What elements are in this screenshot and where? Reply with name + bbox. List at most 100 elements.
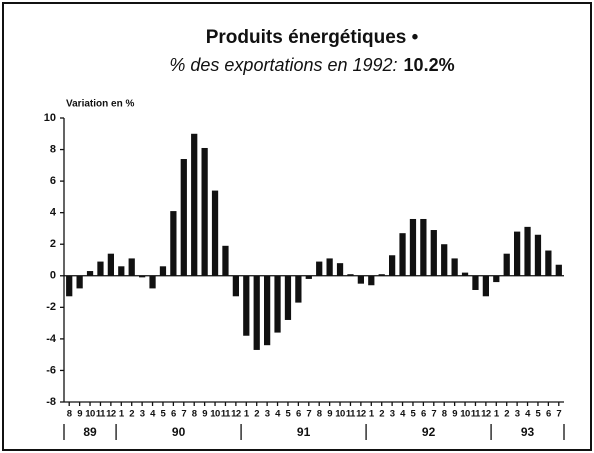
bar [503, 253, 510, 276]
bar [86, 271, 94, 276]
bar [97, 261, 104, 276]
bar [274, 275, 281, 333]
bar [545, 250, 552, 276]
x-tick-label: 2 [254, 409, 259, 420]
x-tick-label: 1 [494, 409, 500, 420]
x-tick-label: 5 [411, 409, 417, 420]
y-tick-label: -8 [46, 396, 56, 408]
bar [128, 258, 135, 276]
bar [347, 274, 354, 276]
subtitle-value: 10.2% [404, 55, 455, 75]
x-tick-label: 9 [452, 409, 457, 420]
x-tick-label: 7 [431, 409, 436, 420]
x-tick-label: 1 [119, 409, 125, 420]
bar [149, 275, 156, 289]
bar [493, 275, 500, 283]
year-label: 91 [297, 425, 311, 439]
y-tick-label: 6 [50, 175, 56, 187]
bar [305, 275, 312, 279]
bar [336, 263, 344, 276]
y-axis-label: Variation en % [66, 99, 134, 110]
x-tick-label: 8 [67, 409, 72, 420]
bar [159, 266, 167, 276]
bar [264, 275, 271, 346]
bar [514, 231, 521, 276]
bar [211, 190, 219, 276]
bar [482, 275, 489, 297]
x-tick-label: 11 [471, 409, 481, 420]
x-tick-label: 6 [296, 409, 301, 420]
chart-title: Produits énergétiques • [206, 27, 419, 48]
bar [461, 272, 469, 276]
x-tick-label: 9 [327, 409, 332, 420]
x-tick-label: 10 [85, 409, 95, 420]
x-tick-label: 5 [286, 409, 292, 420]
bar [368, 275, 375, 286]
year-label: 89 [83, 425, 97, 439]
x-tick-label: 4 [150, 409, 156, 420]
x-tick-label: 1 [369, 409, 375, 420]
bar [201, 147, 208, 276]
x-tick-label: 1 [244, 409, 250, 420]
x-tick-label: 11 [96, 409, 106, 420]
x-tick-label: 12 [231, 409, 241, 420]
y-tick-label: 0 [50, 270, 56, 282]
y-tick-label: -4 [46, 333, 57, 345]
bar [191, 133, 198, 276]
bar [170, 211, 177, 276]
x-tick-label: 10 [210, 409, 220, 420]
x-tick-label: 4 [275, 409, 281, 420]
x-tick-label: 10 [335, 409, 345, 420]
bar [555, 264, 562, 276]
y-tick-label: 10 [44, 112, 56, 124]
chart-subtitle: % des exportations en 1992: 10.2% [169, 55, 454, 75]
x-tick-label: 3 [265, 409, 270, 420]
bar [284, 275, 292, 320]
x-tick-label: 9 [202, 409, 207, 420]
bar [451, 258, 458, 276]
x-tick-label: 8 [317, 409, 322, 420]
y-tick-label: 2 [50, 238, 56, 250]
y-tick-label: 4 [50, 207, 57, 219]
bar [232, 275, 239, 297]
x-tick-label: 12 [481, 409, 491, 420]
x-tick-label: 3 [515, 409, 520, 420]
bar [76, 275, 83, 289]
year-label: 92 [422, 425, 436, 439]
x-tick-label: 5 [161, 409, 167, 420]
x-tick-label: 7 [556, 409, 561, 420]
bar [243, 275, 250, 336]
x-tick-label: 11 [221, 409, 231, 420]
bar [399, 233, 406, 276]
x-tick-label: 6 [546, 409, 551, 420]
bar [316, 261, 323, 276]
x-tick-label: 12 [356, 409, 366, 420]
bar [472, 275, 479, 290]
x-tick-label: 12 [106, 409, 116, 420]
bar [222, 245, 229, 276]
x-tick-label: 9 [77, 409, 82, 420]
x-tick-label: 2 [129, 409, 134, 420]
x-tick-label: 3 [140, 409, 145, 420]
x-tick-label: 2 [379, 409, 384, 420]
x-tick-label: 8 [192, 409, 197, 420]
bar [534, 234, 542, 276]
bar [441, 244, 448, 276]
bar [357, 275, 364, 284]
bar [524, 226, 531, 276]
x-tick-label: 4 [525, 409, 531, 420]
y-tick-label: -2 [46, 301, 56, 313]
bar [107, 253, 114, 276]
y-tick-label: -6 [46, 364, 56, 376]
x-tick-label: 7 [306, 409, 311, 420]
x-tick-label: 8 [442, 409, 447, 420]
bar [253, 275, 260, 350]
subtitle-text: % des exportations en 1992: [169, 55, 397, 75]
x-tick-label: 10 [460, 409, 470, 420]
bar [295, 275, 302, 303]
x-tick-label: 2 [504, 409, 509, 420]
year-label: 93 [521, 425, 535, 439]
x-tick-label: 6 [421, 409, 426, 420]
